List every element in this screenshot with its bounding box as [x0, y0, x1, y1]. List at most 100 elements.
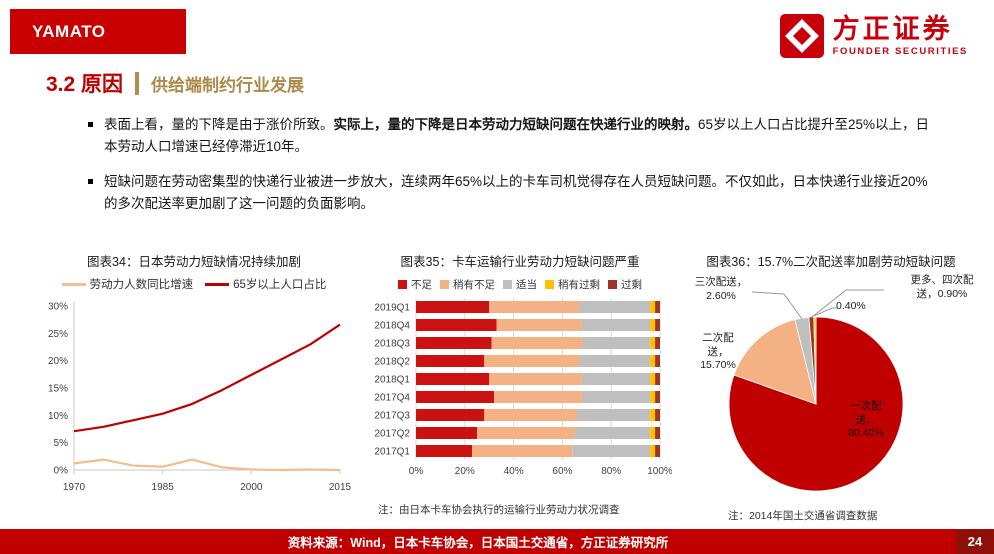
chart35-plot: 0% 20% 40% 60% 80% 100% 2019Q1 2018Q4 2018Q3 2018…	[374, 298, 673, 477]
line-series-1	[73, 324, 341, 433]
bar-segment	[484, 409, 577, 422]
chart36-plot: 三次配送，2.60% 更多、四次配送，0.90% 0.40% 二次配送，15.7…	[688, 274, 974, 506]
bar-segment	[581, 373, 651, 386]
section-subtitle: 供给端制约行业发展	[151, 75, 305, 95]
bar-segment	[416, 355, 485, 368]
bar-segment	[655, 409, 660, 422]
header: YAMATO 方正证券 FOUNDER SECURITIES	[0, 0, 994, 58]
category-label: 2018Q1	[374, 375, 410, 386]
legend-swatch	[503, 279, 512, 289]
bar-segment	[650, 319, 656, 332]
bar-segment	[655, 427, 660, 440]
bar-segment	[650, 337, 656, 350]
legend-label: 稍有过剩	[558, 278, 600, 291]
bar-segment	[655, 301, 660, 314]
bullet-text-normal: 65岁以上人口占比提升至25%以上，日本劳动人口增速已经停滞近10年。	[104, 117, 930, 154]
bullet-item: 表面上看，量的下降是由于涨价所致。实际上，量的下降是日本劳动力短缺问题在快递行业…	[88, 114, 938, 158]
bar-segment	[416, 319, 497, 332]
bar-segment	[655, 373, 660, 386]
charts-row: 图表34：日本劳动力短缺情况持续加剧 劳动力人数同比增速 65岁以上人口占比 0%…	[0, 227, 994, 523]
legend-item: 过剩	[608, 277, 642, 292]
bar-segment	[416, 409, 485, 422]
pie-svg	[728, 289, 904, 492]
bar-segment	[416, 301, 490, 314]
bar-segment	[650, 409, 656, 422]
logo-en-text: FOUNDER SECURITIES	[832, 45, 968, 57]
legend-swatch	[398, 279, 407, 289]
bar-segment	[491, 337, 582, 350]
pie-label-tiny-slice: 0.40%	[836, 300, 866, 313]
leader-line	[811, 289, 884, 318]
chart35-title: 图表35：卡车运输行业劳动力短缺问题严重	[400, 255, 640, 270]
chart35-note: 注：由日本卡车协会执行的运输行业劳动力状况调查	[378, 504, 620, 517]
logo-text: 方正证券 FOUNDER SECURITIES	[832, 14, 968, 57]
source-text: 资料来源：Wind，日本卡车协会，日本国土交通省，方正证券研究所	[287, 536, 669, 550]
legend-label: 劳动力人数同比增速	[89, 279, 194, 292]
bar-segment	[416, 427, 477, 440]
logo-cn-text: 方正证券	[832, 14, 953, 45]
bullet-text: 表面上看，量的下降是由于涨价所致。实际上，量的下降是日本劳动力短缺问题在快递行业…	[104, 114, 938, 158]
legend-label: 65岁以上人口占比	[233, 279, 327, 292]
chart34-plot: 0% 5% 10% 15% 20% 25% 30% 1970 1985 2000 2015	[48, 302, 352, 494]
legend-item: 适当	[503, 277, 537, 292]
pie-label-first-delivery: 一次配送，80.40%	[848, 400, 884, 439]
bar-segment	[655, 319, 660, 332]
legend-label: 过剩	[621, 278, 642, 291]
bar-segment	[650, 373, 656, 386]
x-tick-label: 1985	[152, 482, 175, 493]
legend-item: 稍有不足	[440, 277, 495, 292]
x-tick-label: 2015	[329, 482, 352, 493]
bar-segment	[489, 301, 580, 314]
chart36-title: 图表36：15.7%二次配送率加剧劳动短缺问题	[706, 255, 956, 270]
chart36-note: 注：2014年国土交通省调查数据	[728, 510, 878, 523]
bar-segment	[650, 445, 656, 458]
legend-item: 稍有过剩	[545, 277, 600, 292]
bullet-item: 短缺问题在劳动密集型的快递行业被进一步放大，连续两年65%以上的卡车司机觉得存在…	[88, 171, 938, 215]
bar-segment	[655, 355, 660, 368]
legend-label: 适当	[516, 278, 537, 291]
pie-label-second-delivery: 二次配送，15.70%	[700, 332, 736, 371]
bar-segment	[581, 337, 651, 350]
leader-line	[808, 307, 838, 319]
category-label: 2017Q2	[374, 429, 410, 440]
legend-swatch	[205, 282, 230, 286]
bar-segment	[416, 445, 473, 458]
legend-swatch	[440, 279, 449, 289]
pie-slice-4	[813, 317, 817, 405]
bullet-text-bold: 实际上，量的下降是日本劳动力短缺问题在快递行业的映射。	[333, 117, 699, 132]
bar-segment	[650, 427, 656, 440]
section-title: 3.2 原因 供给端制约行业发展	[0, 58, 994, 98]
category-label: 2019Q1	[374, 303, 410, 314]
bar-segment	[650, 391, 656, 404]
leader-line	[751, 291, 803, 320]
legend-label: 不足	[411, 278, 432, 291]
x-tick-label: 1970	[63, 482, 86, 493]
bullet-text-normal: 短缺问题在劳动密集型的快递行业被进一步放大，连续两年65%以上的卡车司机觉得存在…	[104, 173, 928, 211]
y-tick-label: 15%	[48, 384, 68, 395]
chart-truck-labor-bar: 图表35：卡车运输行业劳动力短缺问题严重 不足 稍有不足 适当 稍有过剩 过剩 0% 20…	[368, 251, 672, 523]
bar-segment	[494, 391, 582, 404]
category-label: 2017Q1	[374, 447, 410, 458]
legend-swatch	[61, 282, 86, 286]
chart34-legend: 劳动力人数同比增速 65岁以上人口占比	[36, 274, 352, 294]
x-tick-label: 20%	[455, 466, 475, 477]
y-tick-label: 10%	[48, 411, 68, 422]
bar-segment	[572, 445, 651, 458]
pie-label-more-delivery: 更多、四次配送，0.90%	[910, 274, 974, 300]
chart-delivery-pie: 图表36：15.7%二次配送率加剧劳动短缺问题 三次配送，2.60% 更多、四次…	[688, 251, 974, 523]
x-tick-label: 60%	[552, 466, 572, 477]
bar-segment	[574, 427, 651, 440]
category-label: 2018Q4	[374, 321, 410, 332]
bar-segment	[416, 337, 492, 350]
legend-item: 不足	[398, 277, 432, 292]
bullet-text-normal: 表面上看，量的下降是由于涨价所致。	[104, 117, 334, 132]
footer: 资料来源：Wind，日本卡车协会，日本国土交通省，方正证券研究所 24	[0, 529, 994, 554]
y-tick-label: 30%	[48, 302, 68, 313]
legend-swatch	[545, 279, 554, 289]
bar-segment	[484, 355, 580, 368]
x-tick-label: 2000	[240, 482, 263, 493]
bar-segment	[477, 427, 575, 440]
category-label: 2018Q2	[374, 357, 410, 368]
chart35-legend: 不足 稍有不足 适当 稍有过剩 过剩	[368, 274, 672, 294]
bullet-text: 短缺问题在劳动密集型的快递行业被进一步放大，连续两年65%以上的卡车司机觉得存在…	[104, 171, 938, 215]
